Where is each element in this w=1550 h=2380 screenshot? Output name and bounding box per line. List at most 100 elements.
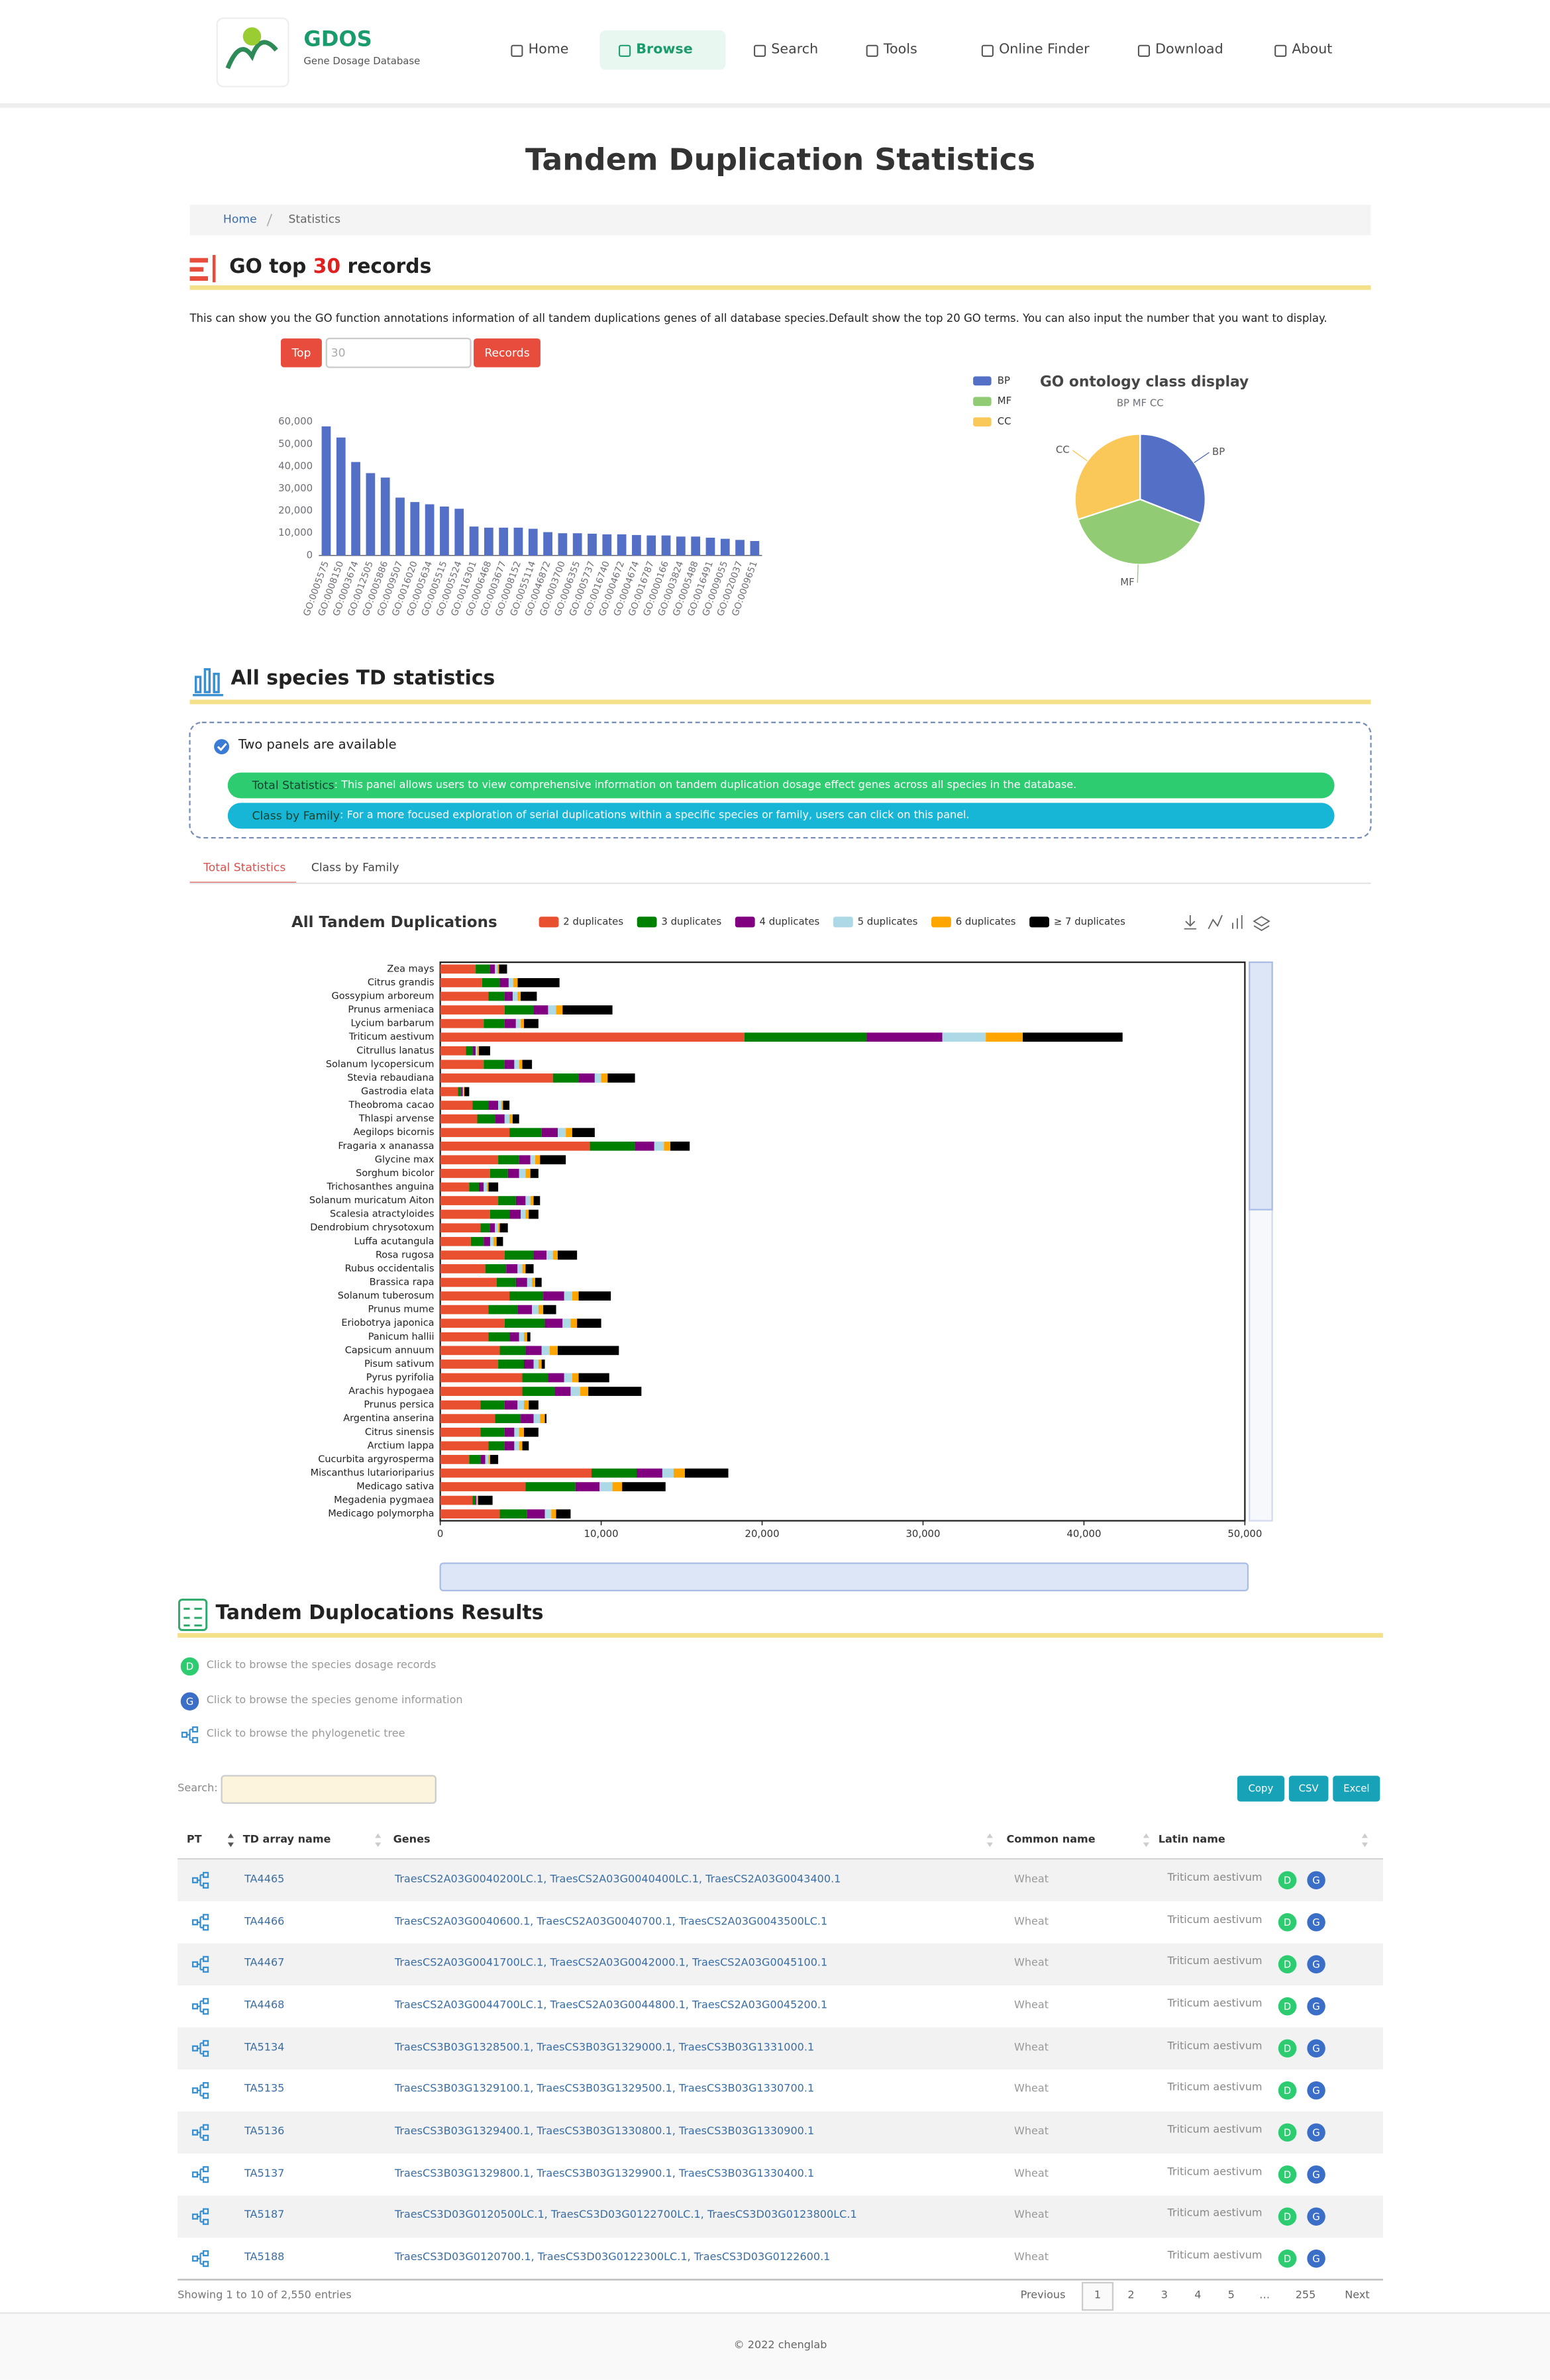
pagination-item[interactable]: 4 xyxy=(1194,2289,1202,2301)
badge[interactable] xyxy=(1307,2165,1325,2184)
badge-letter[interactable]: D xyxy=(1284,2001,1291,2012)
badge-letter[interactable]: D xyxy=(1284,1916,1291,1928)
td-array-link[interactable]: TA5188 xyxy=(244,2251,285,2263)
badge[interactable] xyxy=(1278,2039,1297,2058)
badge[interactable] xyxy=(1307,2081,1325,2100)
badge[interactable] xyxy=(1307,1955,1325,1974)
genes-link[interactable]: TraesCS2A03G0041700LC.1, TraesCS2A03G004… xyxy=(394,1957,828,1969)
panel-name[interactable]: Total Statistics xyxy=(252,778,335,793)
genes-link[interactable]: TraesCS2A03G0040600.1, TraesCS2A03G00407… xyxy=(394,1914,828,1928)
export-button[interactable] xyxy=(1237,1775,1284,1802)
badge[interactable] xyxy=(1278,2207,1297,2226)
genes-link[interactable]: TraesCS3D03G0120700.1, TraesCS3D03G01223… xyxy=(394,2251,831,2263)
badge-letter[interactable]: G xyxy=(1312,2085,1320,2097)
nav-item[interactable]: About xyxy=(1292,42,1333,58)
export-button-label[interactable]: Copy xyxy=(1248,1781,1274,1794)
badge-letter[interactable]: G xyxy=(1312,2210,1320,2222)
nav-item[interactable]: Download xyxy=(1155,42,1223,58)
pagination-item[interactable]: 3 xyxy=(1161,2289,1168,2301)
td-array-link[interactable]: TA5136 xyxy=(244,2125,285,2138)
pagination-item[interactable]: 2 xyxy=(1127,2289,1135,2301)
export-button[interactable] xyxy=(1333,1775,1380,1802)
y-zoom-window[interactable] xyxy=(1249,961,1273,1211)
badge[interactable] xyxy=(1307,2207,1325,2226)
badge-letter[interactable]: D xyxy=(1284,2210,1291,2222)
tab[interactable]: Class by Family xyxy=(311,860,399,874)
badge-letter[interactable]: G xyxy=(1312,2042,1320,2054)
genes-link[interactable]: TraesCS3B03G1329400.1, TraesCS3B03G13308… xyxy=(394,2125,815,2138)
badge[interactable] xyxy=(1278,2249,1297,2268)
pagination-item[interactable]: Next xyxy=(1345,2289,1370,2301)
badge-letter[interactable]: G xyxy=(1312,1874,1320,1886)
genes-link[interactable]: TraesCS2A03G0044700LC.1, TraesCS2A03G004… xyxy=(394,1999,828,2011)
td-array-link[interactable]: TA4466 xyxy=(244,1914,285,1928)
genes-link[interactable]: TraesCS3D03G0120500LC.1, TraesCS3D03G012… xyxy=(394,2209,857,2222)
export-button-label[interactable]: Excel xyxy=(1343,1781,1370,1794)
nav-item[interactable]: Tools xyxy=(883,42,917,58)
badge[interactable] xyxy=(1307,2123,1325,2142)
td-array-link[interactable]: TA5187 xyxy=(244,2209,285,2222)
records-button-label[interactable]: Records xyxy=(484,345,530,359)
nav-item[interactable]: Browse xyxy=(636,42,693,58)
pagination-item[interactable]: 1 xyxy=(1094,2289,1102,2301)
badge[interactable] xyxy=(1278,2081,1297,2100)
badge-letter[interactable]: G xyxy=(1312,2169,1320,2181)
nav-item[interactable]: Home xyxy=(528,42,569,58)
column-header[interactable]: TD array name xyxy=(242,1833,331,1846)
search-input[interactable] xyxy=(221,1775,437,1804)
genes-link[interactable]: TraesCS3B03G1329100.1, TraesCS3B03G13295… xyxy=(394,2083,815,2095)
badge[interactable] xyxy=(1307,2039,1325,2058)
td-array-link[interactable]: TA4467 xyxy=(244,1957,285,1969)
badge-letter[interactable]: G xyxy=(1312,2001,1320,2012)
export-button-label[interactable]: CSV xyxy=(1298,1781,1319,1794)
badge[interactable] xyxy=(1278,1955,1297,1974)
x-zoom-window[interactable] xyxy=(439,1562,1249,1592)
breadcrumb-link[interactable]: Home xyxy=(223,212,257,226)
badge-letter[interactable]: D xyxy=(1284,1874,1291,1886)
td-array-link[interactable]: TA4465 xyxy=(244,1873,285,1885)
badge[interactable] xyxy=(1307,2249,1325,2268)
badge[interactable] xyxy=(1278,1913,1297,1932)
pagination-item[interactable]: 5 xyxy=(1227,2289,1235,2301)
column-header[interactable]: Latin name xyxy=(1158,1833,1225,1846)
badge-letter[interactable]: G xyxy=(1312,1916,1320,1928)
pagination-item[interactable]: 255 xyxy=(1295,2289,1316,2301)
badge[interactable] xyxy=(1278,2123,1297,2142)
badge-letter[interactable]: D xyxy=(1284,2126,1291,2138)
badge[interactable] xyxy=(1278,1871,1297,1890)
column-header[interactable]: Genes xyxy=(393,1833,431,1846)
export-button[interactable] xyxy=(1288,1775,1329,1802)
badge-letter[interactable]: D xyxy=(1284,2085,1291,2097)
badge[interactable] xyxy=(1278,1997,1297,2016)
pagination-item[interactable]: … xyxy=(1259,2289,1270,2301)
genes-link[interactable]: TraesCS2A03G0040200LC.1, TraesCS2A03G004… xyxy=(394,1873,841,1885)
column-header[interactable]: PT xyxy=(186,1833,202,1846)
genes-link[interactable]: TraesCS3B03G1329800.1, TraesCS3B03G13299… xyxy=(394,2167,815,2179)
badge[interactable] xyxy=(1278,2165,1297,2184)
badge-letter[interactable]: D xyxy=(1284,2253,1291,2265)
badge[interactable] xyxy=(1307,1913,1325,1932)
badge-letter[interactable]: D xyxy=(1284,2169,1291,2181)
badge-letter[interactable]: G xyxy=(1312,2126,1320,2138)
panel-name[interactable]: Class by Family xyxy=(252,809,340,822)
number-input[interactable] xyxy=(325,337,472,368)
badge[interactable] xyxy=(1307,1871,1325,1890)
badge-letter[interactable]: D xyxy=(1284,1958,1291,1970)
column-header[interactable]: Common name xyxy=(1006,1833,1096,1846)
records-button[interactable] xyxy=(474,338,541,368)
badge-letter[interactable]: G xyxy=(1312,2253,1320,2265)
badge[interactable] xyxy=(1307,1997,1325,2016)
tab[interactable]: Total Statistics xyxy=(203,860,286,874)
top-button[interactable] xyxy=(281,338,322,368)
td-array-link[interactable]: TA5134 xyxy=(244,2041,285,2054)
td-array-link[interactable]: TA5135 xyxy=(244,2083,285,2095)
badge-letter[interactable]: D xyxy=(1284,2042,1291,2054)
td-array-link[interactable]: TA5137 xyxy=(244,2167,285,2179)
td-array-link[interactable]: TA4468 xyxy=(244,1999,285,2011)
nav-item[interactable]: Online Finder xyxy=(999,42,1090,58)
genes-link[interactable]: TraesCS3B03G1328500.1, TraesCS3B03G13290… xyxy=(394,2041,815,2054)
toolbox[interactable] xyxy=(1184,915,1270,932)
pagination-item[interactable]: Previous xyxy=(1020,2289,1066,2301)
top-button-label[interactable]: Top xyxy=(291,345,311,359)
badge-letter[interactable]: G xyxy=(1312,1958,1320,1970)
